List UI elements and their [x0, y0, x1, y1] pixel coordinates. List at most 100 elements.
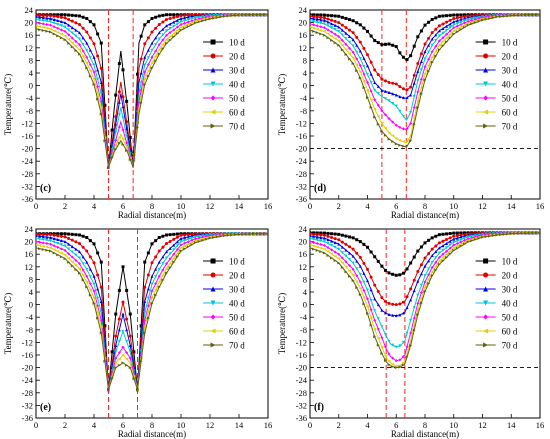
data-point — [125, 149, 129, 153]
data-point — [344, 31, 348, 35]
data-point — [165, 233, 168, 237]
legend-item: 50 d — [475, 94, 518, 104]
data-point — [409, 261, 413, 265]
data-point — [427, 281, 431, 285]
legend-item: 50 d — [203, 313, 245, 323]
data-point — [366, 80, 369, 84]
legend-marker — [483, 39, 489, 45]
data-point — [463, 19, 467, 23]
data-point — [416, 99, 420, 103]
data-point — [330, 22, 334, 26]
data-point — [452, 13, 456, 17]
data-point — [326, 241, 330, 245]
data-point — [452, 246, 456, 250]
data-point — [190, 23, 194, 27]
data-point — [351, 38, 355, 42]
data-point — [366, 96, 369, 100]
data-point — [326, 231, 330, 235]
data-point — [405, 139, 409, 143]
y-tick-label: -28 — [22, 388, 33, 398]
data-point — [92, 242, 96, 246]
data-point — [398, 358, 402, 362]
data-point — [419, 68, 423, 72]
data-point — [391, 43, 395, 47]
data-point — [194, 241, 197, 245]
data-point — [383, 89, 387, 93]
data-point — [416, 249, 420, 253]
data-point — [74, 39, 78, 43]
data-point — [194, 19, 197, 23]
data-point — [315, 27, 319, 31]
data-point — [383, 97, 387, 101]
data-point — [186, 22, 190, 26]
legend-marker — [210, 272, 216, 278]
data-point — [463, 236, 467, 240]
data-point — [481, 235, 484, 239]
data-point — [154, 275, 158, 279]
data-point — [114, 138, 118, 142]
data-point — [448, 26, 452, 30]
data-point — [99, 331, 103, 335]
data-point — [143, 318, 147, 322]
legend-label: 10 d — [502, 38, 518, 48]
data-point — [52, 25, 56, 29]
data-point — [312, 247, 316, 251]
data-point — [380, 95, 384, 99]
data-point — [383, 333, 387, 337]
data-point — [114, 334, 118, 338]
data-point — [358, 23, 362, 27]
series-line — [310, 14, 540, 122]
data-point — [445, 28, 449, 32]
data-point — [387, 271, 391, 275]
x-tick-label: 4 — [92, 201, 97, 211]
data-point — [387, 359, 391, 363]
data-point — [88, 20, 92, 24]
data-point — [310, 25, 312, 29]
data-point — [99, 310, 103, 314]
data-point — [437, 34, 441, 38]
data-point — [419, 52, 423, 56]
x-tick-label: 6 — [121, 201, 125, 211]
legend-marker — [210, 300, 216, 306]
data-point — [132, 159, 136, 163]
data-point — [437, 24, 441, 28]
data-point — [310, 14, 312, 18]
data-point — [125, 357, 129, 361]
legend-label: 40 d — [229, 80, 245, 90]
data-point — [179, 232, 183, 236]
data-point — [59, 243, 63, 247]
data-point — [74, 267, 78, 271]
data-point — [387, 339, 391, 343]
x-tick-label: 2 — [63, 420, 67, 430]
data-point — [81, 43, 85, 47]
data-point — [355, 43, 359, 47]
legend-marker — [483, 328, 489, 334]
data-point — [88, 48, 92, 52]
legend-label: 70 d — [229, 341, 245, 351]
data-point — [455, 234, 459, 238]
data-point — [143, 77, 147, 81]
data-point — [459, 235, 463, 239]
data-point — [463, 240, 467, 244]
data-point — [534, 231, 538, 235]
data-point — [41, 247, 45, 251]
data-point — [56, 34, 60, 38]
data-point — [369, 89, 373, 93]
data-point — [376, 336, 380, 340]
data-point — [92, 296, 96, 300]
data-point — [419, 263, 423, 267]
data-point — [175, 255, 179, 259]
data-point — [157, 260, 161, 264]
panel-label: (c) — [40, 183, 51, 194]
data-point — [36, 21, 38, 25]
data-point — [63, 232, 67, 236]
data-point — [455, 13, 459, 17]
data-point — [416, 79, 420, 83]
data-point — [117, 363, 121, 367]
data-point — [344, 270, 348, 274]
data-point — [99, 112, 103, 116]
data-point — [157, 285, 161, 289]
data-point — [121, 312, 125, 316]
data-point — [315, 235, 319, 239]
data-point — [157, 236, 161, 240]
